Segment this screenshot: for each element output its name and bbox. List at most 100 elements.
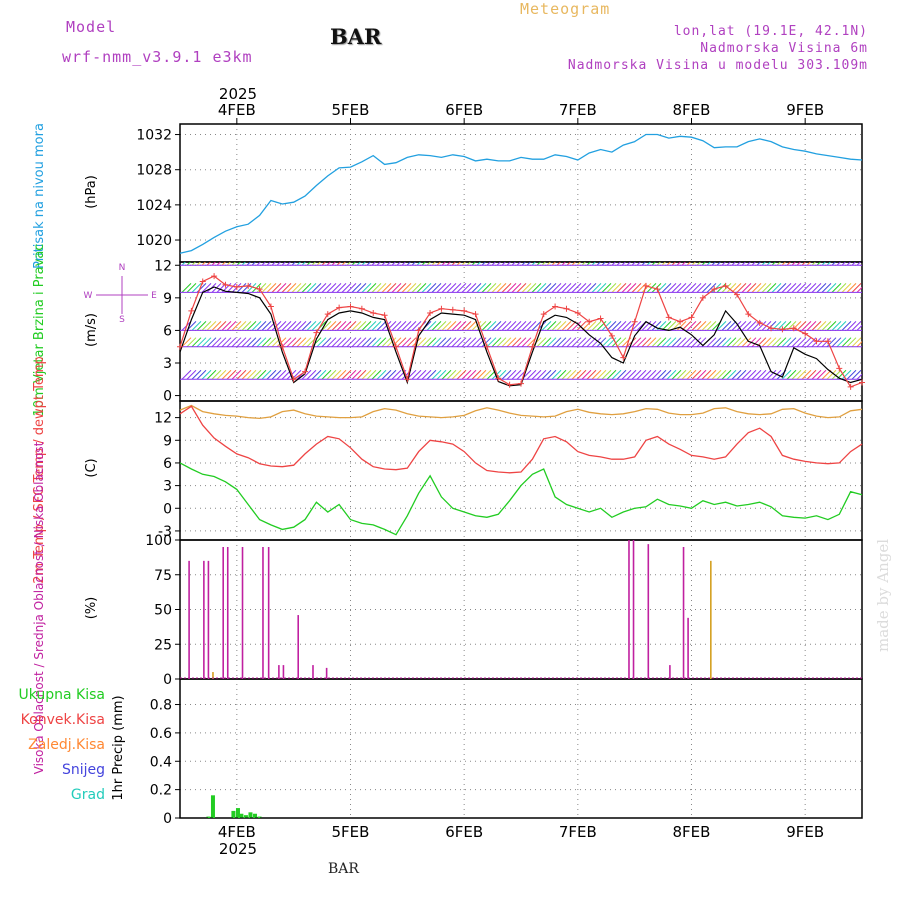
wind-barb [496, 262, 501, 266]
wind-barb [711, 337, 722, 348]
wind-barb [651, 369, 662, 380]
wind-barb [831, 321, 842, 331]
wind-barb [356, 283, 367, 293]
wind-barb [256, 321, 267, 331]
wind-barb [526, 369, 537, 380]
wind-barb [531, 369, 542, 380]
wind-barb [496, 283, 507, 293]
pressure-ylabel: (hPa) [84, 175, 99, 209]
wind-barb [446, 262, 451, 266]
wind-barb [766, 283, 777, 293]
wind-barb [271, 337, 282, 348]
wind-barb [606, 283, 617, 293]
wind-barb [181, 283, 192, 293]
wind-obs-marker [336, 304, 343, 311]
wind-obs-marker [597, 315, 604, 322]
top-day-label: 9FEB [786, 101, 824, 119]
precip-bar [235, 808, 240, 818]
wind-barb [371, 262, 376, 266]
wind-barb [531, 283, 542, 293]
wind-barb [681, 262, 686, 266]
wind-barb [206, 369, 217, 380]
wind-barb [201, 262, 206, 266]
wind-barb [266, 369, 277, 380]
wind-barb [611, 262, 616, 266]
y-tick-label: 12 [154, 411, 172, 427]
wind-barb [551, 262, 556, 266]
wind-barb [526, 283, 537, 293]
wind-barb [686, 337, 697, 348]
wind-barb [831, 262, 836, 266]
wind-barb [776, 283, 787, 293]
wind-barb [656, 369, 667, 380]
wind-barb [831, 369, 842, 380]
wind-barb [416, 369, 427, 380]
y-tick-label: 0 [163, 389, 172, 405]
wind-barb [826, 283, 837, 293]
wind-barb [286, 337, 297, 348]
wind-obs-marker [347, 303, 354, 310]
wind-barb [836, 262, 841, 266]
wind-barb [516, 283, 527, 293]
wind-barb [701, 283, 712, 293]
wind-barb [521, 283, 532, 293]
wind-barb [196, 262, 201, 266]
wind-barb [261, 369, 272, 380]
wind-barb [436, 321, 447, 331]
wind-barb [566, 321, 577, 331]
wind-barb [251, 337, 262, 348]
wind-barb [341, 262, 346, 266]
bottom-day-label: 5FEB [332, 823, 370, 841]
wind-barb [451, 283, 462, 293]
wind-barb [186, 283, 197, 293]
wind-barb [806, 262, 811, 266]
wind-barb [846, 321, 857, 331]
wind-barb [376, 369, 387, 380]
wind-barb [466, 321, 477, 331]
wind-obs-marker [699, 294, 706, 301]
wind-barb [456, 321, 467, 331]
wind-barb [566, 337, 577, 348]
wind-barb [401, 262, 406, 266]
wind-barb [781, 369, 792, 380]
wind-barb [756, 321, 767, 331]
wind-barb [491, 337, 502, 348]
wind-barb [751, 337, 762, 348]
wind-barb [531, 321, 542, 331]
wind-barb [281, 283, 292, 293]
wind-barb [181, 262, 186, 266]
wind-barb [556, 337, 567, 348]
wind-barb [651, 321, 662, 331]
wind-barb [371, 369, 382, 380]
y-tick-label: 1024 [136, 198, 172, 214]
model-elevation: Nadmorska Visina u modelu 303.109m [567, 58, 868, 73]
wind-barb [756, 262, 761, 266]
wind-barb [311, 337, 322, 348]
y-tick-label: 0 [163, 811, 172, 827]
precip-bar [253, 813, 258, 818]
wind-barb [771, 337, 782, 348]
wind-barb [361, 283, 372, 293]
wind-barb [536, 369, 547, 380]
wind-barb [666, 283, 677, 293]
wind-barb [286, 321, 297, 331]
wind-barb [506, 369, 517, 380]
wind-barb [446, 283, 457, 293]
wind-barb [676, 283, 687, 293]
wind-obs-marker [427, 310, 434, 317]
wind-barb [736, 369, 747, 380]
wind-barb [826, 262, 831, 266]
wind-barb [591, 283, 602, 293]
wind-barb [456, 283, 467, 293]
wind-barb [831, 283, 842, 293]
wind-barb [816, 369, 827, 380]
legend-ukupna: Ukupna Kisa [18, 687, 105, 703]
wind-barb [641, 337, 652, 348]
wind-barb [726, 283, 737, 293]
wind-barb [616, 262, 621, 266]
wind-barb [681, 369, 692, 380]
wind-barb [721, 369, 732, 380]
wind-barb [331, 262, 336, 266]
wind-barb [451, 262, 456, 266]
